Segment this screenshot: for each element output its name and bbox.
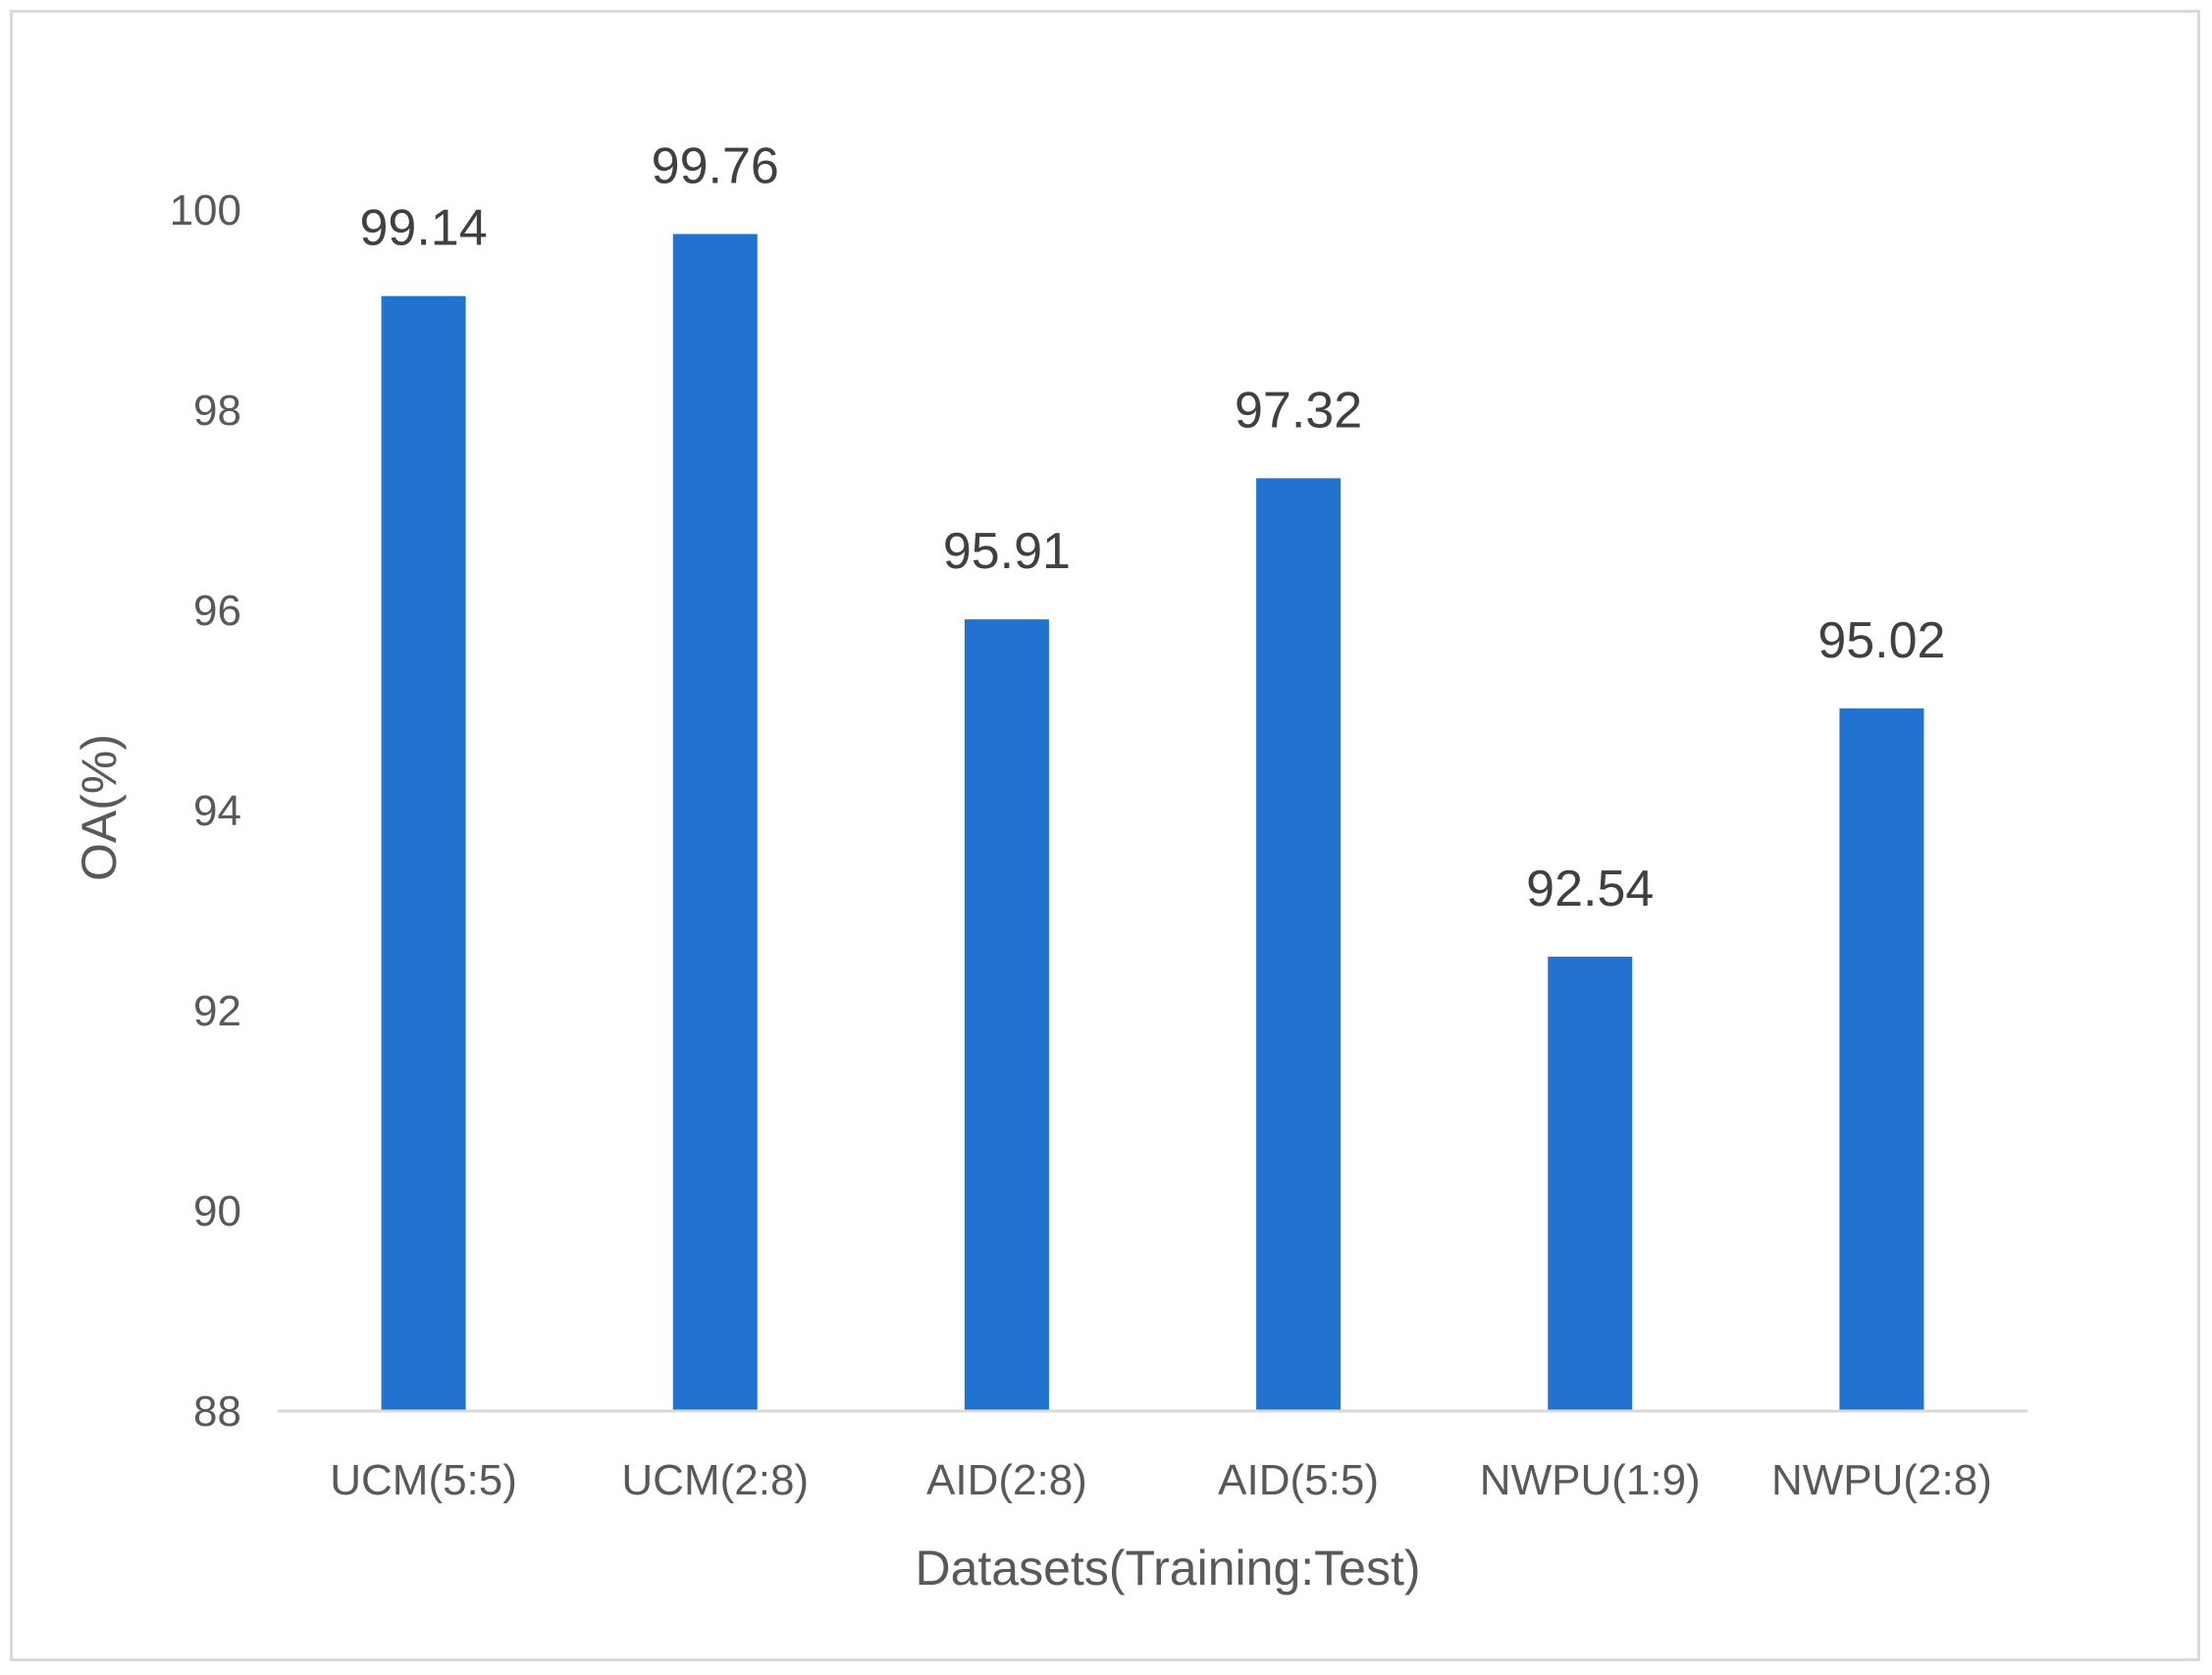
data-label: 97.32: [1235, 382, 1362, 439]
bars: [381, 234, 1924, 1412]
chart-frame: [10, 10, 2200, 1661]
y-tick-label: 98: [193, 387, 241, 435]
x-tick-label: UCM(5:5): [330, 1456, 517, 1504]
x-axis-title: Datasets(Training:Test): [916, 1541, 1421, 1596]
data-label: 92.54: [1526, 861, 1654, 917]
x-tick-label: NWPU(2:8): [1771, 1456, 1992, 1504]
y-tick-label: 100: [170, 186, 241, 235]
x-tick-label: UCM(2:8): [621, 1456, 809, 1504]
data-labels: 99.14 99.76 95.91 97.32 92.54 95.02: [360, 137, 1946, 916]
x-tick-label: AID(5:5): [1218, 1456, 1379, 1504]
bar: [1839, 707, 1924, 1411]
y-axis-ticks: 88 90 92 94 96 98 100: [170, 186, 241, 1436]
y-tick-label: 88: [193, 1387, 241, 1436]
x-axis-ticks: UCM(5:5) UCM(2:8) AID(2:8) AID(5:5) NWPU(1:9…: [330, 1456, 1992, 1504]
x-tick-label: NWPU(1:9): [1480, 1456, 1701, 1504]
bar: [1256, 478, 1342, 1411]
x-tick-label: AID(2:8): [926, 1456, 1087, 1504]
bar: [672, 234, 758, 1412]
y-tick-label: 90: [193, 1187, 241, 1235]
data-label: 95.91: [943, 523, 1071, 580]
bar: [381, 295, 466, 1412]
y-tick-label: 96: [193, 587, 241, 635]
bar: [964, 619, 1049, 1411]
y-tick-label: 92: [193, 987, 241, 1035]
data-label: 99.76: [652, 137, 779, 194]
bar: [1548, 956, 1633, 1411]
y-tick-label: 94: [193, 787, 241, 835]
data-label: 99.14: [360, 200, 488, 257]
data-label: 95.02: [1817, 612, 1945, 669]
y-axis-title: OA(%): [72, 734, 127, 881]
